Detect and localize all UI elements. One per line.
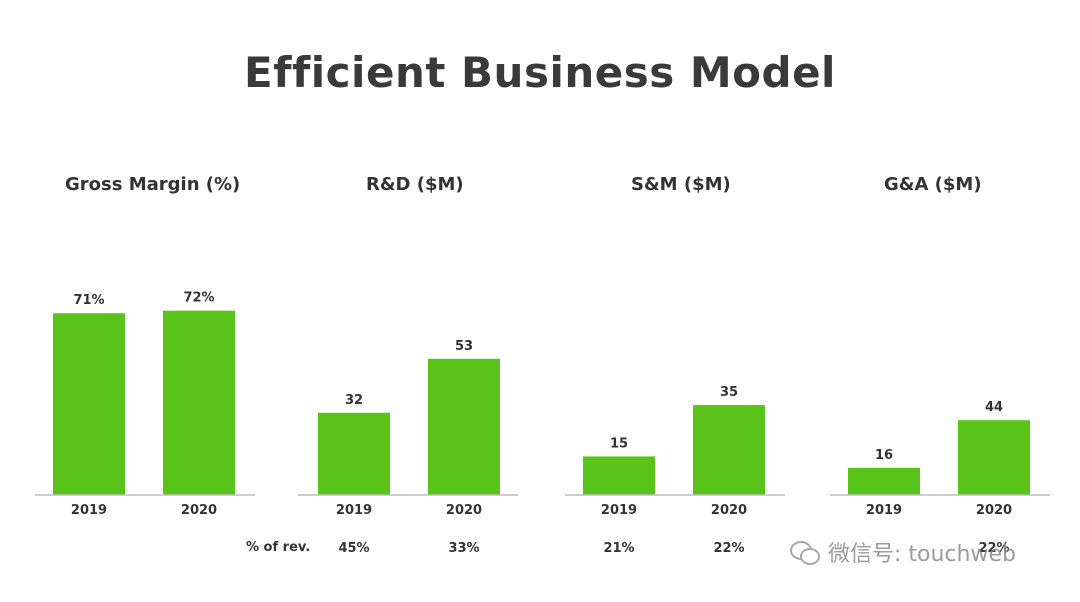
bar-gross-margin-2019 xyxy=(53,313,125,495)
value-label-sm-2020: 35 xyxy=(720,385,738,400)
x-tick-ga-2020: 2020 xyxy=(976,503,1012,518)
pct-rev-ga-2020: 22% xyxy=(978,541,1010,556)
page-title: Efficient Business Model xyxy=(244,48,836,97)
watermark-text: 微信号: touchweb xyxy=(828,542,1016,567)
chart-title-gross-margin: Gross Margin (%) xyxy=(65,174,241,195)
x-tick-rd-2020: 2020 xyxy=(446,503,482,518)
bar-ga-2020 xyxy=(958,420,1030,495)
value-label-ga-2020: 44 xyxy=(985,400,1003,415)
bar-sm-2019 xyxy=(583,456,655,495)
bar-gross-margin-2020 xyxy=(163,310,235,495)
bar-rd-2020 xyxy=(428,358,500,495)
pct-rev-sm-2019: 21% xyxy=(603,541,635,556)
value-label-rd-2020: 53 xyxy=(455,339,473,354)
pct-rev-rd-2020: 33% xyxy=(448,541,480,556)
bar-sm-2020 xyxy=(693,405,765,495)
bar-rd-2019 xyxy=(318,412,390,495)
pct-rev-sm-2020: 22% xyxy=(713,541,745,556)
value-label-ga-2019: 16 xyxy=(875,448,893,463)
chart-title-rd: R&D ($M) xyxy=(366,174,464,195)
pct-rev-rd-2019: 45% xyxy=(338,541,370,556)
x-tick-sm-2020: 2020 xyxy=(711,503,747,518)
wechat-watermark: 微信号: touchweb xyxy=(790,536,1016,568)
x-tick-sm-2019: 2019 xyxy=(601,503,637,518)
value-label-gross-margin-2019: 71% xyxy=(73,293,104,308)
pct-of-revenue-label: % of rev. xyxy=(246,540,311,555)
value-label-rd-2019: 32 xyxy=(345,393,363,408)
bar-ga-2019 xyxy=(848,467,920,495)
value-label-gross-margin-2020: 72% xyxy=(183,291,214,306)
x-tick-rd-2019: 2019 xyxy=(336,503,372,518)
x-tick-ga-2019: 2019 xyxy=(866,503,902,518)
x-tick-gross-margin-2020: 2020 xyxy=(181,503,217,518)
value-label-sm-2019: 15 xyxy=(610,436,628,451)
chart-title-ga: G&A ($M) xyxy=(884,174,982,195)
chart-title-sm: S&M ($M) xyxy=(631,174,731,195)
x-tick-gross-margin-2019: 2019 xyxy=(71,503,107,518)
wechat-icon xyxy=(790,539,820,565)
